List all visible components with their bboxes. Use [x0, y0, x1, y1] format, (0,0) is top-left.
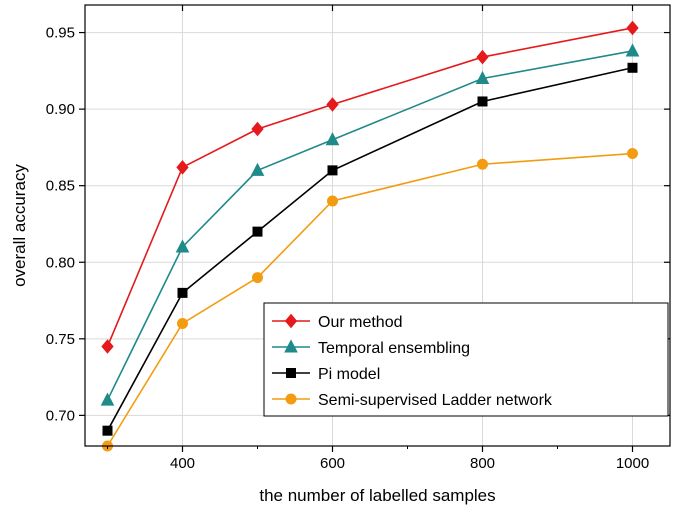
- data-point: [326, 97, 339, 112]
- legend-label: Temporal ensembling: [318, 340, 470, 357]
- x-tick-label: 1000: [616, 455, 649, 472]
- y-axis-label: overall accuracy: [10, 164, 29, 287]
- legend-label: Semi-supervised Ladder network: [318, 392, 553, 409]
- data-point: [250, 162, 265, 176]
- legend-item: Pi model: [272, 366, 380, 383]
- y-tick-label: 0.95: [46, 25, 75, 42]
- y-tick-label: 0.75: [46, 331, 75, 348]
- data-point: [477, 96, 488, 107]
- data-point: [476, 49, 489, 65]
- data-point: [625, 43, 640, 57]
- data-point: [177, 287, 188, 298]
- data-point: [626, 20, 639, 36]
- data-point: [101, 339, 114, 354]
- y-tick-label: 0.70: [46, 407, 75, 424]
- legend-marker: [284, 313, 298, 329]
- legend-label: Pi model: [318, 366, 380, 383]
- data-point: [252, 226, 263, 237]
- legend-label: Our method: [318, 314, 402, 331]
- data-point: [251, 121, 264, 137]
- series-line: [106, 27, 633, 347]
- data-point: [175, 239, 190, 253]
- series-pi-model: [102, 62, 638, 436]
- series-line: [106, 67, 633, 432]
- x-tick-label: 600: [320, 455, 345, 472]
- data-point: [100, 392, 115, 406]
- data-point: [627, 62, 638, 73]
- axes: 400 600 800 1000 0.70 0.75 0.80 0.85 0.90 0.95: [46, 4, 671, 472]
- data-point: [477, 158, 488, 170]
- legend-marker: [286, 368, 296, 378]
- plot-frame: [84, 4, 671, 447]
- data-point: [176, 160, 189, 175]
- legend-item: Semi-supervised Ladder network: [272, 392, 553, 409]
- series-line: [106, 152, 633, 447]
- legend-item: Temporal ensembling: [272, 339, 470, 357]
- legend: Our method Temporal ensembling Pi model Sem…: [263, 302, 669, 417]
- data-point: [177, 318, 188, 329]
- data-point: [475, 70, 490, 84]
- legend-box: [263, 302, 669, 417]
- legend-marker: [284, 339, 298, 353]
- y-tick-label: 0.90: [46, 101, 75, 118]
- series-temporal-ensembling: [100, 43, 640, 406]
- data-point: [252, 272, 263, 284]
- x-tick-label: 800: [470, 455, 495, 472]
- x-tick-label: 400: [170, 455, 195, 472]
- data-point: [325, 132, 340, 146]
- x-axis-label: the number of labelled samples: [259, 486, 495, 505]
- data-point: [327, 195, 338, 207]
- series-our-method: [101, 20, 639, 354]
- y-tick-label: 0.85: [46, 178, 75, 195]
- legend-item: Our method: [272, 313, 402, 331]
- data-point: [327, 165, 338, 176]
- data-point: [102, 425, 113, 436]
- series-line: [106, 50, 633, 401]
- legend-marker: [285, 393, 297, 405]
- y-tick-label: 0.80: [46, 254, 75, 271]
- data-point: [627, 148, 638, 160]
